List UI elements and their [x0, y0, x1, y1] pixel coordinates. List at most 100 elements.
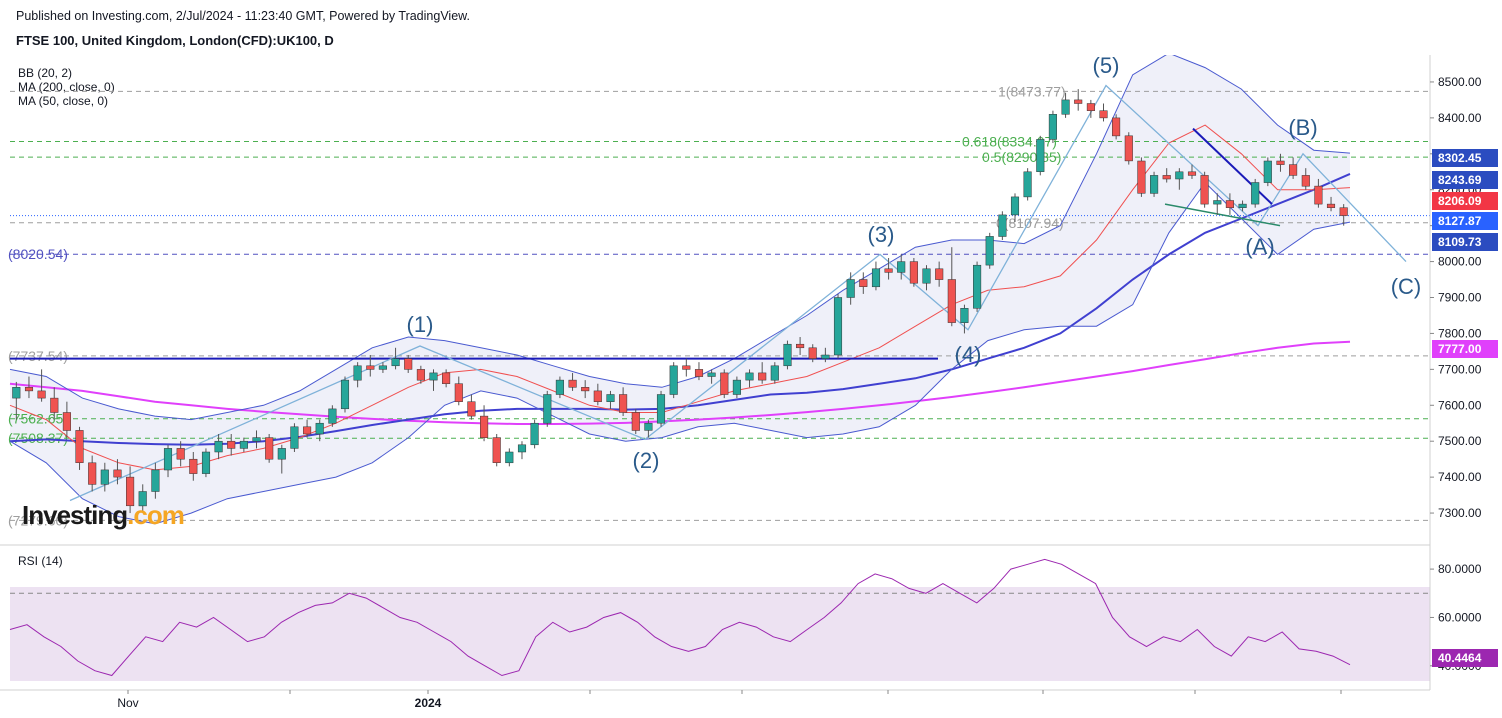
candle[interactable]	[783, 340, 792, 370]
candle[interactable]	[239, 437, 248, 452]
candle[interactable]	[416, 365, 425, 384]
candle[interactable]	[871, 261, 881, 291]
candle[interactable]	[404, 354, 413, 373]
candle[interactable]	[265, 434, 274, 463]
candle[interactable]	[1086, 99, 1095, 118]
candle[interactable]	[1187, 164, 1197, 179]
candle[interactable]	[1150, 171, 1159, 197]
candle[interactable]	[884, 257, 893, 280]
candle[interactable]	[1263, 157, 1272, 187]
candle[interactable]	[1099, 103, 1108, 122]
candle[interactable]	[758, 362, 767, 384]
candle[interactable]	[644, 419, 653, 438]
candle[interactable]	[151, 462, 160, 499]
candle[interactable]	[796, 337, 805, 355]
candle[interactable]	[75, 426, 84, 470]
candle[interactable]	[391, 347, 400, 370]
candle[interactable]	[100, 462, 109, 492]
candle[interactable]	[517, 441, 527, 460]
candle[interactable]	[303, 419, 312, 438]
candle[interactable]	[694, 362, 704, 381]
candle[interactable]	[480, 405, 489, 442]
indicator-ma200[interactable]: MA (200, close, 0)	[18, 80, 115, 94]
candle[interactable]	[1326, 196, 1336, 212]
candle[interactable]	[593, 383, 602, 406]
candle[interactable]	[88, 455, 97, 492]
candle[interactable]	[176, 441, 185, 467]
candle[interactable]	[606, 390, 615, 409]
candle[interactable]	[290, 423, 299, 452]
candle[interactable]	[555, 376, 564, 399]
candle[interactable]	[543, 390, 552, 427]
candle[interactable]	[808, 344, 817, 363]
candle[interactable]	[909, 257, 918, 287]
candle[interactable]	[328, 405, 337, 427]
candle[interactable]	[631, 408, 640, 435]
candle[interactable]	[619, 387, 628, 417]
candle[interactable]	[126, 466, 135, 514]
main-pane[interactable]: 1(8473.77) 0.618(8334.07)0.5(8290.85) 0(81…	[8, 53, 1430, 528]
candle[interactable]	[947, 247, 956, 327]
candle[interactable]	[720, 369, 729, 399]
candle[interactable]	[12, 381, 21, 420]
candle[interactable]	[669, 362, 678, 399]
candle[interactable]	[985, 232, 994, 269]
candle[interactable]	[252, 430, 261, 449]
rsi-pane[interactable]	[9, 558, 1430, 690]
candle[interactable]	[505, 448, 514, 467]
candle[interactable]	[1314, 178, 1323, 208]
candle[interactable]	[833, 293, 843, 359]
candle[interactable]	[1124, 132, 1133, 165]
candle[interactable]	[467, 394, 476, 420]
candle[interactable]	[745, 369, 754, 388]
candle[interactable]	[1301, 168, 1310, 190]
candle[interactable]	[492, 434, 501, 467]
candle[interactable]	[24, 376, 34, 399]
candle[interactable]	[1137, 157, 1146, 197]
candle[interactable]	[340, 376, 350, 413]
candle[interactable]	[897, 254, 906, 280]
candle[interactable]	[1036, 135, 1045, 176]
candle[interactable]	[1276, 153, 1285, 172]
candle[interactable]	[214, 434, 223, 460]
candle[interactable]	[429, 369, 438, 391]
candle[interactable]	[163, 444, 173, 478]
candle[interactable]	[581, 380, 590, 399]
candle[interactable]	[682, 358, 691, 377]
candle[interactable]	[1010, 193, 1020, 223]
candle[interactable]	[998, 211, 1007, 241]
candle[interactable]	[1289, 157, 1298, 179]
candle[interactable]	[227, 434, 236, 456]
candle[interactable]	[37, 369, 46, 402]
candle[interactable]	[378, 362, 387, 373]
candle[interactable]	[1225, 193, 1234, 215]
candle[interactable]	[1162, 168, 1171, 183]
candle[interactable]	[1238, 200, 1247, 212]
candle[interactable]	[1251, 178, 1260, 208]
candle[interactable]	[922, 265, 931, 291]
candle[interactable]	[366, 354, 375, 377]
indicator-bb[interactable]: BB (20, 2)	[18, 66, 73, 80]
candle[interactable]	[50, 387, 59, 420]
candle[interactable]	[454, 376, 463, 406]
candle[interactable]	[1023, 168, 1032, 201]
candle[interactable]	[1339, 204, 1348, 226]
candle[interactable]	[1175, 168, 1184, 190]
candle[interactable]	[138, 484, 147, 514]
candle[interactable]	[62, 401, 71, 438]
candle[interactable]	[1061, 92, 1070, 118]
candle[interactable]	[821, 347, 830, 363]
candle[interactable]	[1048, 110, 1057, 144]
candle[interactable]	[1112, 114, 1121, 140]
candle[interactable]	[960, 304, 969, 334]
candle[interactable]	[113, 459, 122, 485]
candle[interactable]	[568, 372, 577, 391]
candle[interactable]	[973, 261, 982, 312]
candle[interactable]	[859, 272, 868, 294]
candle[interactable]	[707, 369, 716, 384]
candle[interactable]	[442, 369, 451, 388]
candle[interactable]	[656, 390, 666, 427]
candle[interactable]	[201, 448, 211, 478]
candle[interactable]	[1213, 193, 1222, 215]
